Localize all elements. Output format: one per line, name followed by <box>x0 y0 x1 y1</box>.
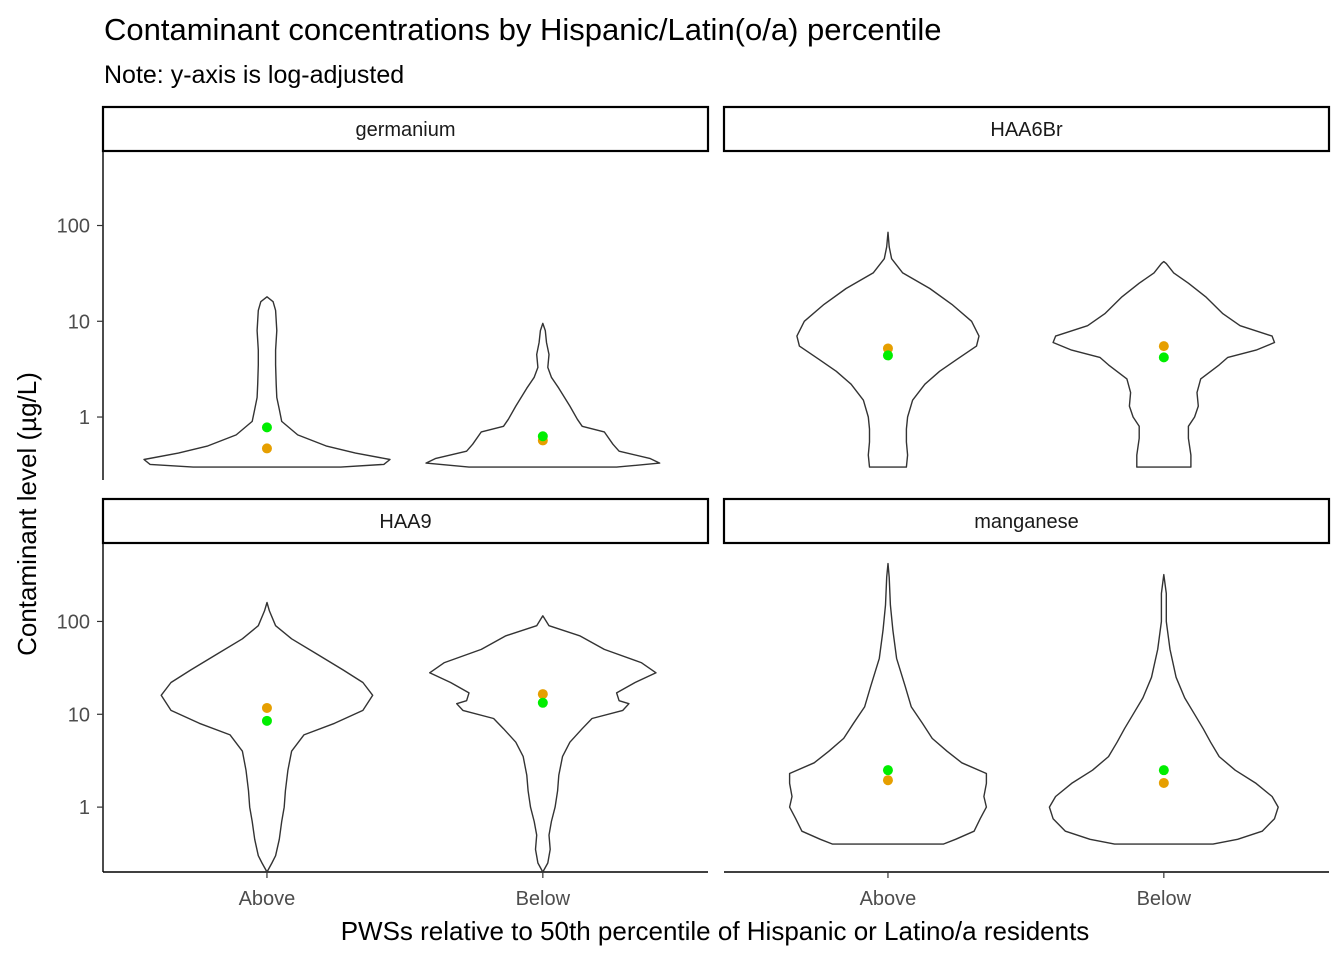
strip-label-germanium: germanium <box>355 119 455 141</box>
point-orange-haa9-below <box>537 689 548 700</box>
point-orange-manganese-below <box>1158 777 1169 788</box>
point-green-haa6br-above <box>882 350 893 361</box>
y-tick-label: 1 <box>79 407 90 429</box>
facet-panels: germanium 1 10 100 HAA6Br HAA9 1 10 100 Above Belo… <box>57 105 1331 910</box>
violin-haa6br-below <box>1052 260 1276 468</box>
violin-manganese-below <box>1048 573 1279 845</box>
point-orange-haa9-above <box>261 702 272 713</box>
violin-germanium-below <box>425 322 661 468</box>
strip-haa6br <box>722 105 1331 153</box>
point-green-manganese-above <box>882 765 893 776</box>
point-orange-germanium-above <box>261 443 272 454</box>
violin-haa9-above <box>160 601 374 873</box>
point-green-germanium-above <box>261 422 272 433</box>
x-tick-label: Below <box>516 888 571 910</box>
strip-haa9 <box>101 497 710 545</box>
point-orange-haa6br-above <box>882 343 893 354</box>
panel-germanium: germanium 1 10 100 <box>57 105 710 480</box>
strip-manganese <box>722 497 1331 545</box>
point-orange-haa6br-below <box>1158 341 1169 352</box>
x-tick-label: Below <box>1137 888 1192 910</box>
point-green-haa9-below <box>537 697 548 708</box>
violin-germanium-above <box>143 296 391 468</box>
strip-label-haa6br: HAA6Br <box>990 119 1063 141</box>
point-green-haa6br-below <box>1158 352 1169 363</box>
y-tick-label: 100 <box>57 611 90 633</box>
panel-haa6br: HAA6Br <box>722 105 1331 468</box>
point-green-manganese-below <box>1158 765 1169 776</box>
x-tick-label: Above <box>239 888 296 910</box>
y-axis-title: Contaminant level (µg/L) <box>12 372 42 656</box>
strip-label-manganese: manganese <box>974 511 1079 533</box>
y-tick-label: 10 <box>68 704 90 726</box>
y-tick-label: 1 <box>79 797 90 819</box>
strip-germanium <box>101 105 710 153</box>
strip-label-haa9: HAA9 <box>379 511 431 533</box>
point-green-germanium-below <box>537 431 548 442</box>
panel-manganese: manganese Above Below <box>722 497 1331 910</box>
point-green-haa9-above <box>261 715 272 726</box>
point-orange-manganese-above <box>882 775 893 786</box>
chart-subtitle: Note: y-axis is log-adjusted <box>104 61 404 89</box>
x-tick-label: Above <box>860 888 917 910</box>
y-tick-label: 100 <box>57 216 90 238</box>
chart-title: Contaminant concentrations by Hispanic/L… <box>104 12 941 47</box>
x-axis-title: PWSs relative to 50th percentile of Hisp… <box>341 916 1090 946</box>
panel-haa9: HAA9 1 10 100 Above Below <box>57 497 710 910</box>
y-tick-label: 10 <box>68 311 90 333</box>
violin-manganese-above <box>788 562 988 845</box>
violin-haa9-below <box>429 615 657 873</box>
